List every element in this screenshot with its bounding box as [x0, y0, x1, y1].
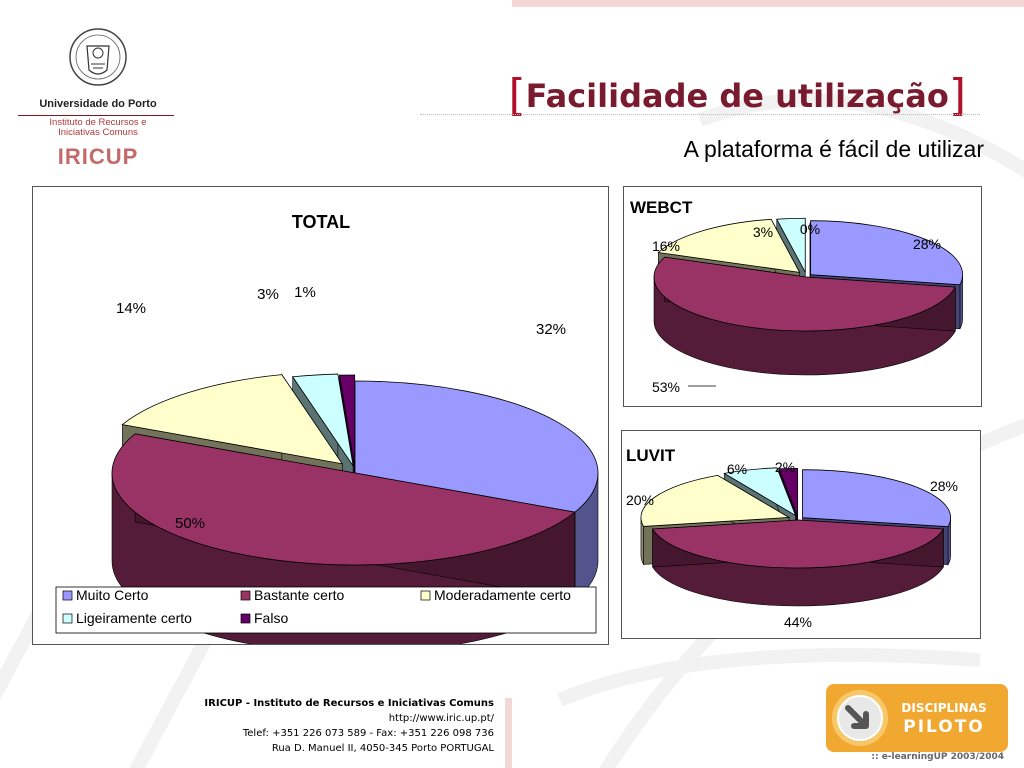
legend-entry-moderadamente-certo: Moderadamente certo: [434, 587, 571, 603]
data-label-bastante-certo: 53%: [652, 379, 680, 395]
data-label-moderadamente-certo: 16%: [652, 238, 680, 254]
chart-title: TOTAL: [292, 212, 350, 232]
data-label-muito-certo: 32%: [536, 321, 566, 338]
institute-name: Instituto de Recursos e Iniciativas Comu…: [18, 118, 178, 138]
pie-slice-bastante-certo: [653, 256, 956, 332]
chart-webct-panel: WEBCT 28% 53% 16% 3% 0%: [623, 186, 982, 407]
data-label-ligeiramente-certo: 6%: [727, 461, 747, 477]
footer-url[interactable]: http://www.iric.up.pt/: [388, 713, 494, 724]
title-close-bracket: ]: [948, 70, 966, 121]
badge-line-2: PILOTO: [903, 717, 985, 737]
logo-divider: [18, 115, 174, 116]
institute-acronym: IRICUP: [57, 144, 139, 169]
page-subtitle: A plataforma é fácil de utilizar: [683, 136, 984, 162]
data-label-moderadamente-certo: 14%: [116, 300, 146, 317]
legend-swatch-moderadamente-certo: [420, 590, 431, 601]
university-name: Universidade do Porto: [39, 98, 157, 110]
page-title: [Facilidade de utilização]: [508, 70, 966, 121]
university-logo: Universidade do Porto Instituto de Recur…: [18, 26, 178, 169]
top-accent-bar: [512, 0, 1024, 7]
data-label-falso: 0%: [800, 221, 820, 237]
title-underline: [420, 114, 980, 115]
chart-webct: WEBCT 28% 53% 16% 3% 0%: [630, 198, 964, 395]
pie-slice-moderadamente-certo: [121, 374, 344, 465]
chart-total-panel: TOTAL 32% 50% 14% 3% 1% Muito Certo Bastante ce…: [32, 186, 609, 645]
legend-entry-muito-certo: Muito Certo: [76, 587, 149, 603]
pie-slice-falso: [338, 374, 356, 468]
data-label-ligeiramente-certo: 3%: [257, 286, 279, 303]
pie-group: [653, 217, 964, 376]
pie-slice-muito-certo: [354, 380, 599, 513]
footer-address: Rua D. Manuel II, 4050-345 Porto PORTUGA…: [271, 743, 494, 754]
pie-slice-bastante-certo: [111, 433, 576, 566]
chart-legend: Muito Certo Bastante certo Moderadamente c…: [55, 586, 597, 634]
footer-contact: IRICUP - Instituto de Recursos e Iniciat…: [204, 696, 494, 756]
data-label-bastante-certo: 44%: [784, 614, 812, 630]
footer-accent-bar: [505, 698, 512, 768]
data-label-muito-certo: 28%: [913, 236, 941, 252]
data-label-falso: 2%: [775, 459, 795, 475]
data-label-muito-certo: 28%: [930, 478, 958, 494]
pie-slice-ligeiramente-certo: [776, 217, 806, 273]
footer-institute: IRICUP - Instituto de Recursos e Iniciat…: [204, 698, 494, 709]
disciplinas-piloto-badge: DISCIPLINAS PILOTO: [826, 684, 1008, 752]
pie-slice-moderadamente-certo: [640, 474, 791, 527]
data-label-ligeiramente-certo: 3%: [753, 224, 773, 240]
legend-swatch-ligeiramente-certo: [62, 613, 73, 624]
pie-slice-ligeiramente-certo: [723, 467, 797, 517]
pie-slice-bastante-certo: [651, 519, 945, 569]
legend-swatch-muito-certo: [62, 590, 73, 601]
institute-line-1: Instituto de Recursos e: [49, 117, 147, 128]
legend-swatch-bastante-certo: [240, 590, 251, 601]
legend-entry-bastante-certo: Bastante certo: [254, 587, 344, 603]
data-label-falso: 1%: [294, 284, 316, 301]
data-label-moderadamente-certo: 20%: [626, 492, 654, 508]
legend-entry-falso: Falso: [254, 610, 288, 626]
pie-slice-moderadamente-certo: [657, 218, 801, 273]
chart-title: LUVIT: [626, 446, 676, 465]
chart-title: WEBCT: [630, 198, 693, 217]
chart-total: TOTAL 32% 50% 14% 3% 1% Muito Certo Bastante ce…: [55, 212, 599, 644]
pie-slice-muito-certo: [810, 220, 964, 286]
badge-line-1: DISCIPLINAS: [901, 701, 986, 715]
title-open-bracket: [: [508, 70, 526, 121]
legend-box: [55, 586, 597, 634]
legend-swatch-falso: [240, 613, 251, 624]
legend-entry-ligeiramente-certo: Ligeiramente certo: [76, 610, 192, 626]
data-label-bastante-certo: 50%: [175, 515, 205, 532]
arrow-icon: [845, 705, 869, 729]
pie-slice-muito-certo: [802, 469, 952, 528]
chart-luvit: LUVIT 28% 44% 20% 6% 2%: [626, 446, 958, 630]
university-seal-icon: [69, 28, 127, 86]
footer-phone: Telef: +351 226 073 589 - Fax: +351 226 …: [242, 728, 494, 739]
chart-luvit-panel: LUVIT 28% 44% 20% 6% 2%: [621, 430, 981, 639]
badge-caption: :: e-learningUP 2003/2004: [871, 752, 1004, 762]
pie-group: [640, 467, 952, 607]
institute-line-2: Iniciativas Comuns: [58, 127, 138, 138]
page-title-text: Facilidade de utilização: [525, 77, 949, 115]
pie-slice-falso: [778, 468, 799, 517]
pie-slice-ligeiramente-certo: [291, 373, 354, 467]
